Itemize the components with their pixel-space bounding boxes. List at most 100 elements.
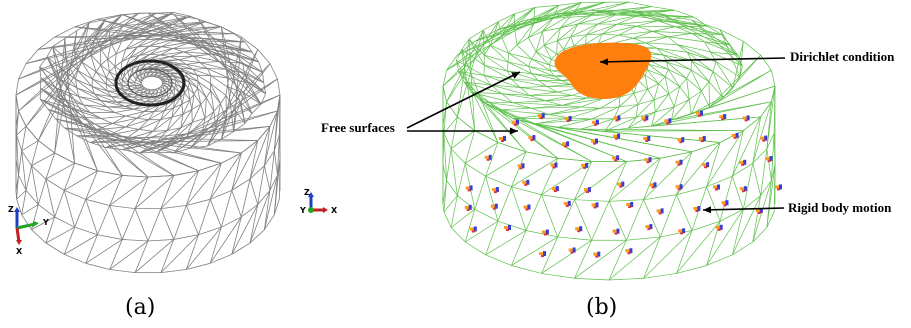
mesh-edge	[708, 81, 724, 99]
mesh-edge	[712, 71, 724, 98]
mesh-edge	[221, 131, 234, 140]
mesh-edge	[191, 104, 201, 110]
mesh-edge	[766, 164, 776, 228]
mesh-edge	[457, 116, 475, 131]
mesh-edge	[128, 81, 135, 84]
mesh-edge	[231, 190, 242, 218]
mesh-edge	[704, 41, 739, 56]
mesh-edge	[108, 25, 124, 31]
mesh-edge	[128, 85, 138, 89]
node-marker	[702, 162, 710, 169]
mesh-edge	[544, 40, 558, 46]
mesh-edge	[148, 111, 155, 120]
mesh-edge	[548, 107, 601, 115]
mesh-edge	[167, 91, 173, 100]
mesh-edge	[556, 27, 561, 41]
node-marker	[612, 228, 620, 235]
mesh-edge	[45, 178, 56, 218]
mesh-edge	[95, 64, 102, 73]
mesh-edge	[78, 96, 101, 101]
node-marker	[739, 159, 747, 166]
mesh-edge	[618, 34, 634, 39]
mesh-edge	[597, 33, 603, 44]
mesh-edge	[137, 45, 150, 48]
triad-a-y-label: Y	[42, 218, 49, 227]
mesh-edge	[15, 78, 19, 96]
mesh-edge	[63, 227, 76, 255]
mesh-edge	[712, 61, 717, 72]
mesh-edge	[165, 35, 180, 39]
mesh-edge	[114, 61, 123, 67]
mesh-edge	[586, 23, 618, 36]
mesh-edge	[676, 230, 693, 274]
mesh-edge	[207, 68, 212, 76]
mesh-edge	[31, 140, 39, 166]
mesh-edge	[39, 99, 49, 110]
node-marker	[719, 114, 727, 121]
mesh-edge	[483, 75, 492, 86]
mesh-edge	[175, 84, 180, 93]
mesh-edge	[15, 12, 174, 96]
mesh-edge	[164, 87, 168, 91]
mesh-edge	[201, 118, 206, 134]
mesh-edge	[220, 95, 227, 104]
mesh-edge	[485, 254, 512, 266]
mesh-edge	[76, 135, 242, 154]
mesh-edge	[125, 46, 138, 50]
mesh-edge	[125, 119, 149, 128]
mesh-edge	[531, 73, 562, 81]
mesh-edge	[233, 123, 246, 132]
mesh-edge	[37, 19, 107, 141]
mesh-edge	[95, 71, 107, 85]
mesh-edge	[551, 53, 557, 60]
mesh-edge	[570, 23, 598, 37]
mesh-edge	[691, 142, 721, 153]
mesh-edge	[39, 66, 123, 176]
mesh-edge	[709, 69, 772, 108]
node-marker	[491, 187, 499, 194]
node-marker	[731, 132, 739, 139]
mesh-edge	[508, 52, 532, 60]
mesh-edge	[161, 64, 169, 68]
mesh-edge	[647, 88, 655, 100]
mesh-edge	[241, 204, 258, 218]
mesh-edge	[533, 5, 559, 24]
mesh-edge	[192, 69, 198, 76]
mesh-edge	[15, 110, 19, 128]
mesh-edge	[602, 25, 637, 35]
mesh-edge	[535, 123, 693, 153]
mesh-edge	[231, 216, 242, 255]
mesh-edge	[512, 102, 563, 106]
mesh-edge	[143, 88, 148, 93]
mesh-edge	[591, 106, 620, 120]
mesh-edge	[519, 87, 530, 96]
node-marker	[643, 136, 651, 142]
mesh-edge	[160, 110, 165, 120]
mesh-edge	[471, 92, 513, 104]
mesh-edge	[249, 126, 271, 180]
mesh-edge	[508, 61, 529, 67]
mesh-edge	[209, 83, 212, 91]
mesh-edge	[531, 107, 550, 115]
mesh-edge	[633, 88, 648, 94]
mesh-edge	[189, 63, 271, 149]
mesh-edge	[112, 123, 126, 128]
mesh-edge	[450, 148, 466, 164]
mesh-edge	[704, 41, 711, 52]
mesh-edge	[132, 74, 137, 81]
mesh-edge	[581, 106, 601, 109]
mesh-edge	[197, 81, 211, 92]
mesh-edge	[187, 76, 199, 83]
mesh-edge	[160, 116, 173, 121]
mesh-edge	[210, 82, 227, 96]
mesh-edge	[602, 23, 618, 35]
mesh-edge	[54, 33, 235, 38]
mesh-edge	[752, 116, 761, 164]
mesh-edge	[617, 23, 637, 27]
mesh-edge	[535, 51, 552, 60]
mesh-edge	[719, 29, 744, 42]
mesh-edge	[147, 239, 174, 242]
mesh-edge	[258, 61, 263, 73]
mesh-edge	[97, 14, 123, 20]
mesh-edge	[137, 76, 143, 82]
